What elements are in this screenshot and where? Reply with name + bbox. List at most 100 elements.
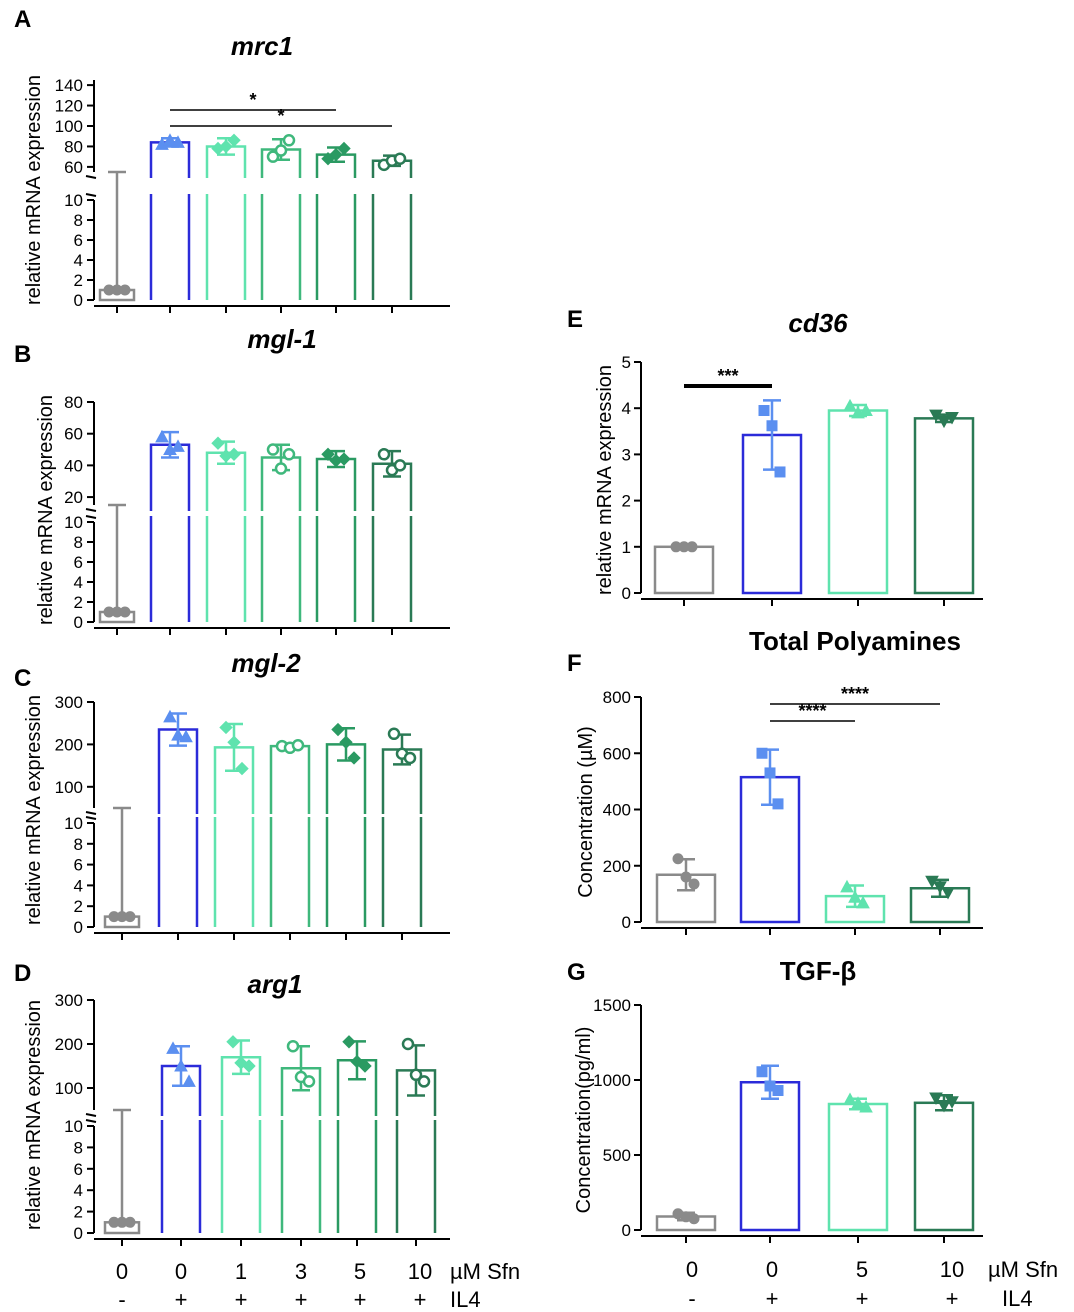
bar [213,817,255,927]
sfn-dose-label: 0 [116,1259,128,1284]
bar [739,1081,801,1232]
data-point [227,133,241,148]
data-point [274,144,288,157]
significance-bracket: * [170,90,336,111]
y-tick-label: 2 [622,492,631,511]
bar-group [325,722,367,927]
data-point [945,411,959,425]
bar [371,516,413,622]
bar [827,1102,889,1232]
data-point [227,447,241,461]
bar [269,744,311,814]
data-point [848,890,862,903]
panel-letter: D [14,960,31,987]
panel-letter: B [14,341,31,368]
data-point [772,798,784,810]
data-point [226,1035,240,1049]
y-tick-label: 200 [603,857,631,876]
data-point [266,443,280,456]
y-tick-label: 0 [74,918,83,937]
axis-break-mark [85,175,97,179]
bar-group [205,436,247,622]
data-point [772,1085,784,1096]
bar-group [98,170,136,302]
y-tick-label: 300 [55,693,83,712]
bar-group [213,720,255,927]
bar [325,817,367,927]
data-point [119,606,131,618]
data-point [331,722,345,737]
y-tick-label: 0 [622,1221,631,1240]
data-point [851,1096,865,1109]
il4-sign: + [766,1286,779,1311]
y-tick-label: 200 [55,735,83,754]
data-point [859,1099,873,1113]
data-point [339,735,353,749]
sfn-dose-label: 0 [686,1257,698,1282]
bar [315,516,357,622]
y-tick-label: 60 [64,158,83,177]
y-tick-label: 80 [64,393,83,412]
significance-bracket: **** [770,684,940,705]
data-point [929,409,943,423]
data-point [941,886,955,900]
bar-group [220,1035,262,1233]
data-point [242,1059,256,1073]
bar-group [381,727,423,927]
axes [634,1004,983,1243]
bar [149,516,191,622]
y-tick-label: 60 [64,425,83,444]
significance-stars: **** [841,684,869,704]
y-tick-label: 8 [74,1138,83,1157]
significance-bracket: *** [684,366,772,388]
data-point [119,284,131,296]
y-axis-label: relative mRNA expression [23,1000,45,1230]
y-tick-label: 500 [603,1146,631,1165]
data-point [401,1037,415,1051]
data-point [672,853,684,865]
y-tick-label: 4 [74,573,83,592]
bar [315,194,357,300]
significance-bracket: **** [770,701,855,722]
data-point [211,436,225,450]
data-point [155,429,169,443]
bar [913,1101,975,1232]
y-tick-label: 2 [74,593,83,612]
y-tick-label: 2 [74,271,83,290]
chart-panel-F: F Total Polyamines Concentration (µM) 0 200 4… [567,626,983,935]
data-point [409,1068,423,1082]
y-tick-label: 80 [64,137,83,156]
bar [913,417,975,595]
y-tick-label: 8 [74,533,83,552]
y-tick-label: 0 [622,584,631,603]
chart-panel-G: G TGF-β Concentration(pg/ml) 0 500 1000 1500 [567,956,983,1243]
data-point [219,139,233,154]
data-point [342,1035,356,1049]
data-point [843,1092,857,1105]
chart-title: cd36 [788,308,848,338]
bar-group [371,152,413,300]
sfn-dose-label: 10 [940,1257,964,1282]
panel-letter: G [567,959,586,986]
data-point [171,135,185,148]
y-tick-label: 8 [74,211,83,230]
sfn-dose-label: 3 [295,1259,307,1284]
bar-group [913,409,975,595]
bar-group [103,806,141,929]
data-point [302,1075,316,1088]
axis-break-mark [85,1113,97,1117]
axes [634,696,983,935]
bar-group [103,1108,141,1235]
y-tick-label: 400 [603,801,631,820]
axis-break-mark [85,193,97,197]
data-point [859,403,873,417]
bar-group [336,1035,378,1233]
chart-title: Total Polyamines [749,626,961,656]
y-tick-label: 10 [64,814,83,833]
data-point [347,751,361,765]
bar-group [269,738,311,927]
data-point [764,767,776,779]
y-tick-label: 2 [74,1203,83,1222]
sfn-dose-label: 0 [175,1259,187,1284]
